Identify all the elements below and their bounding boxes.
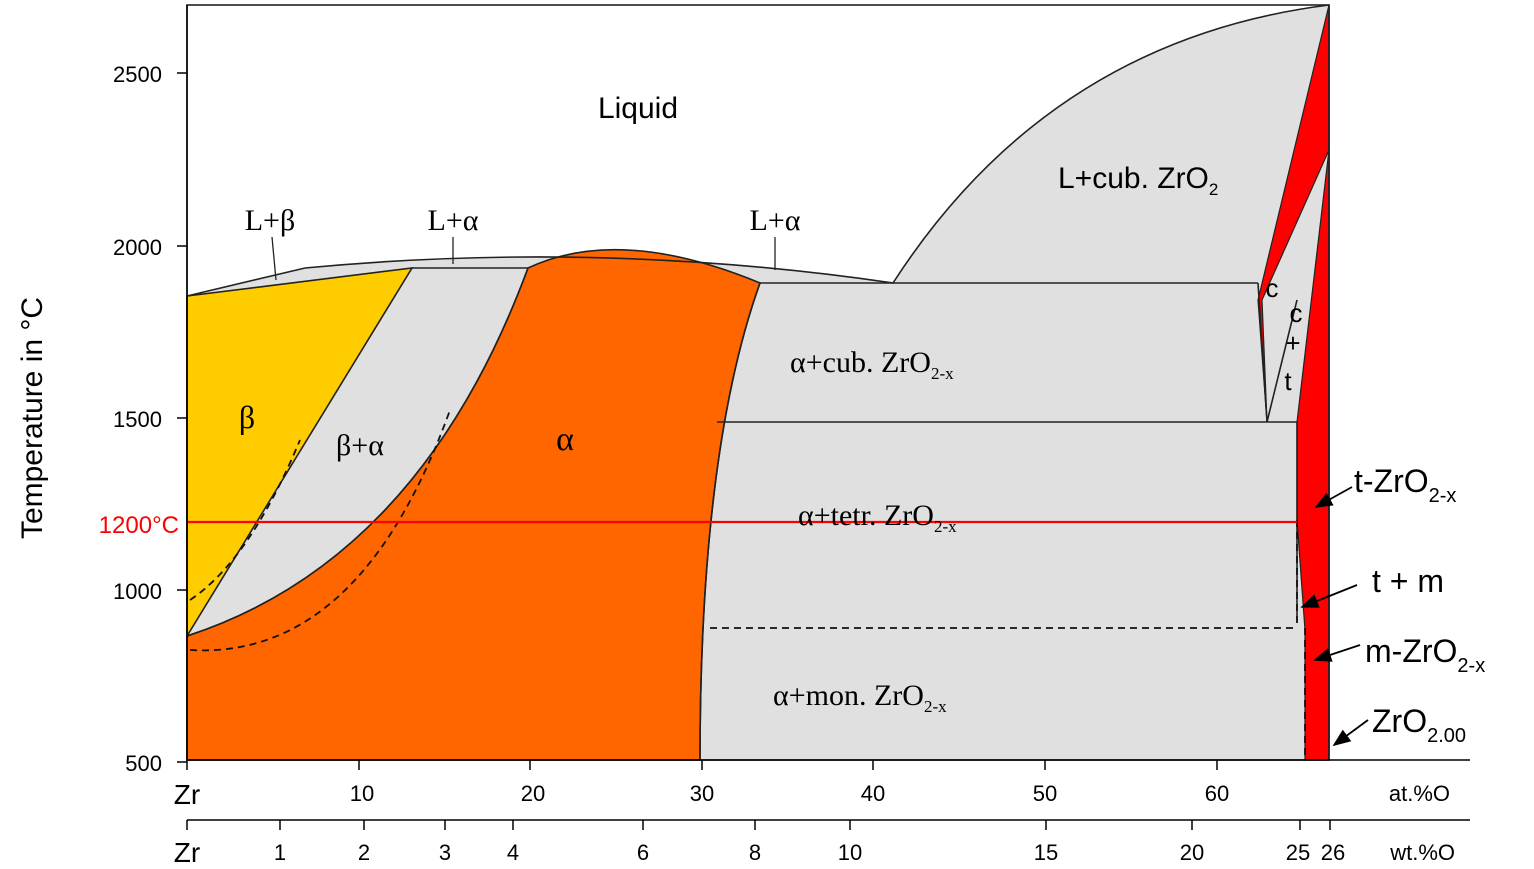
x-wt-unit-label: wt.%O <box>1389 840 1455 865</box>
marker-1200-label: 1200°C <box>99 512 179 539</box>
x-wt-tick-label: 10 <box>838 840 862 865</box>
alpha-solvus <box>699 282 761 761</box>
zirconia-boundary-1 <box>1257 282 1298 423</box>
label-c-plus-t-plus: + <box>1285 328 1300 358</box>
arrow-m-zro2 <box>1313 644 1361 662</box>
x-wt-tick-label: 20 <box>1180 840 1204 865</box>
x-at-tick-label: 10 <box>350 781 374 806</box>
x-at-tick-label: 60 <box>1205 781 1229 806</box>
y-tick-label: 1500 <box>113 407 162 432</box>
x-wt-tick-label: 26 <box>1321 840 1345 865</box>
label-l-alpha-1: L+α <box>428 204 479 237</box>
label-beta-alpha: β+α <box>336 429 384 462</box>
label-l-alpha-2: L+α <box>750 204 801 237</box>
x-wt-start-label: Zr <box>174 837 200 868</box>
label-c-plus-t-c: c <box>1290 298 1303 328</box>
y-tick-label: 500 <box>125 751 162 776</box>
dashed-alpha-boundary <box>189 409 451 652</box>
x-wt-tick-label: 15 <box>1034 840 1058 865</box>
label-cubic: c <box>1266 273 1279 303</box>
callout-t-zro2: t-ZrO2-x <box>1354 463 1456 507</box>
label-alpha-mon: α+mon. ZrO2-x <box>773 679 947 716</box>
label-beta: β <box>239 399 255 435</box>
x-wt-tick-label: 3 <box>439 840 451 865</box>
callout-t-m: t + m <box>1372 563 1444 599</box>
x-at-tick-label: 20 <box>521 781 545 806</box>
x-at-tick-label: 40 <box>861 781 885 806</box>
x-wt-tick-label: 1 <box>274 840 286 865</box>
arrow-t-zro2 <box>1314 486 1353 508</box>
x-wt-tick-label: 8 <box>749 840 761 865</box>
label-liquid: Liquid <box>598 92 678 125</box>
leader-l-beta <box>271 236 277 281</box>
beta-alpha-lower-boundary <box>186 267 529 637</box>
label-alpha-tetr: α+tetr. ZrO2-x <box>798 499 957 536</box>
label-alpha: α <box>556 421 574 458</box>
y-tick-label: 2000 <box>113 235 162 260</box>
arrow-t-m <box>1300 584 1358 608</box>
x-wt-tick-label: 4 <box>507 840 519 865</box>
callout-m-zro2: m-ZrO2-x <box>1365 633 1485 677</box>
y-tick-label: 1000 <box>113 579 162 604</box>
x-at-tick-label: 50 <box>1033 781 1057 806</box>
arrow-zro2 <box>1332 719 1369 747</box>
y-tick-label: 2500 <box>113 62 162 87</box>
label-alpha-cub: α+cub. ZrO2-x <box>790 346 954 383</box>
x-wt-tick-label: 2 <box>358 840 370 865</box>
x-at-start-label: Zr <box>174 779 200 810</box>
x-at-unit-label: at.%O <box>1389 781 1450 806</box>
dashed-beta-boundary <box>189 439 301 601</box>
label-l-beta: L+β <box>245 204 296 237</box>
x-wt-tick-label: 6 <box>637 840 649 865</box>
label-l-cub-zro2: L+cub. ZrO2 <box>1058 162 1218 199</box>
y-axis-label: Temperature in °C <box>16 297 49 539</box>
x-at-tick-label: 30 <box>690 781 714 806</box>
label-c-plus-t-t: t <box>1284 366 1292 396</box>
callout-zro2: ZrO2.00 <box>1372 703 1466 747</box>
x-wt-tick-label: 25 <box>1286 840 1310 865</box>
